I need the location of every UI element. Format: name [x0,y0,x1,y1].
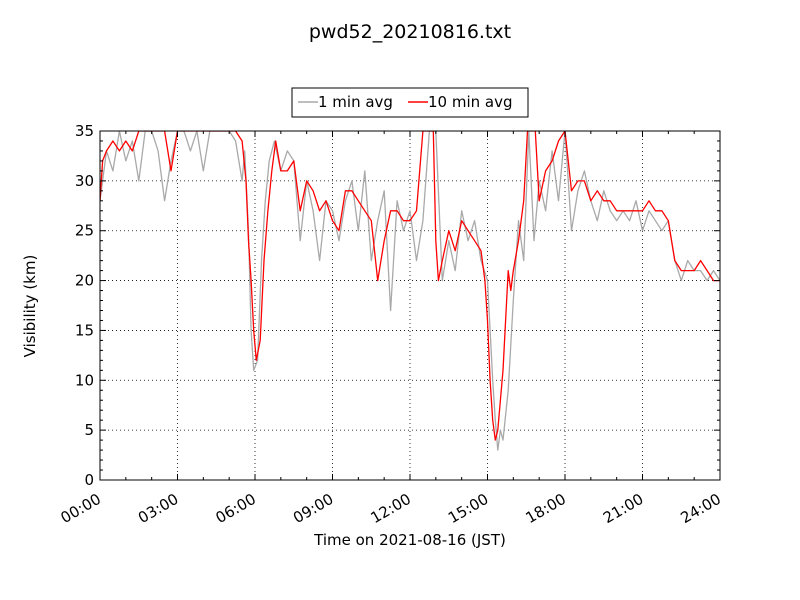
y-tick-label: 35 [75,122,94,140]
plot-area: 00:00 03:00 06:00 09:00 12:00 15:00 18:00 21:00… [58,122,724,527]
y-tick-label: 20 [75,272,94,290]
chart-title: pwd52_20210816.txt [309,21,511,43]
x-tick-label: 09:00 [290,490,336,527]
x-tick-label: 21:00 [600,490,646,527]
series-line-10min-avg [100,131,720,441]
y-tick-label: 5 [84,421,94,439]
x-tick-label: 12:00 [368,490,414,527]
legend-label-10min: 10 min avg [428,93,513,111]
x-tick-label: 06:00 [213,490,259,527]
y-tick-label: 10 [75,371,94,389]
y-tick-label: 25 [75,222,94,240]
y-axis-title: Visibility (km) [21,255,39,358]
y-tick-label: 30 [75,172,94,190]
y-tick-label: 0 [84,471,94,489]
x-tick-label: 18:00 [523,490,569,527]
x-tick-label: 00:00 [58,490,104,527]
legend: 1 min avg 10 min avg [291,87,529,118]
x-tick-label: 15:00 [445,490,491,527]
x-tick-label: 03:00 [135,490,181,527]
legend-label-1min: 1 min avg [318,93,393,111]
x-tick-label: 24:00 [678,490,724,527]
series-line-1min-avg [100,131,720,451]
x-axis-title: Time on 2021-08-16 (JST) [313,531,506,549]
y-tick-label: 15 [75,321,94,339]
